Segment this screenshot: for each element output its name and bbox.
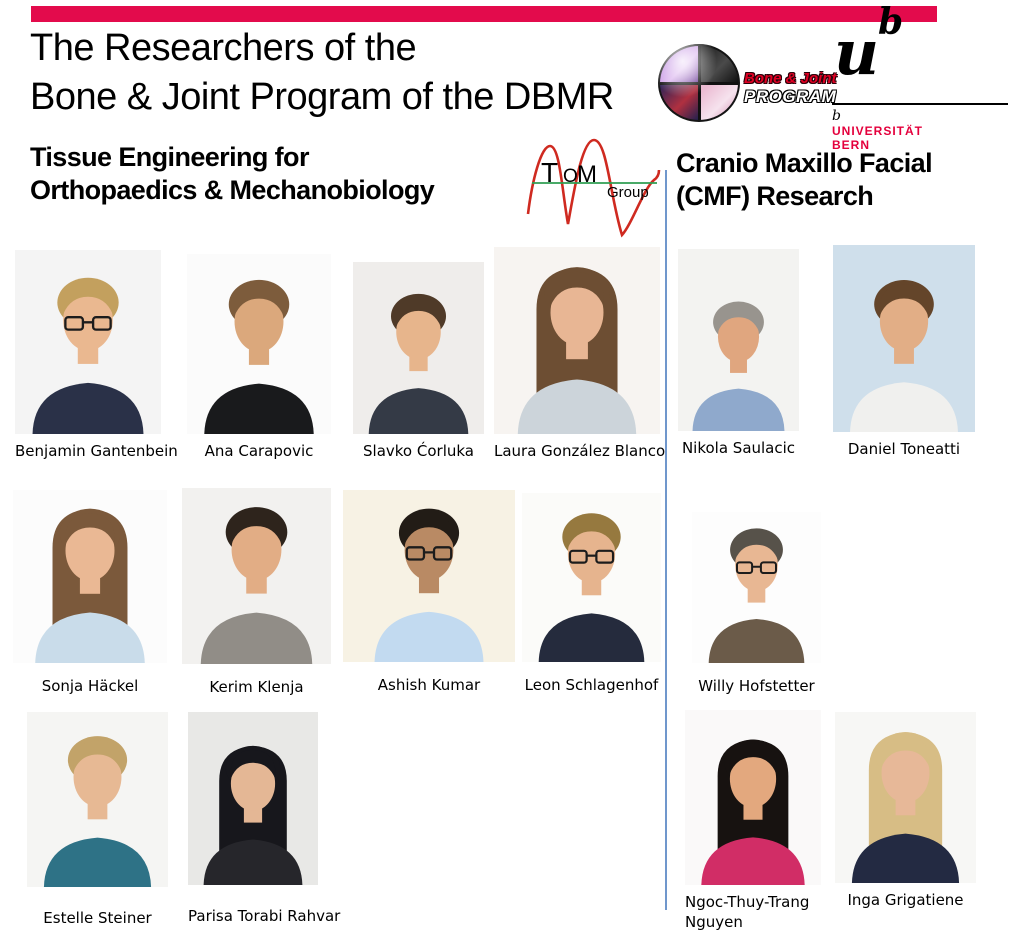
person-name: Daniel Toneatti xyxy=(847,440,961,458)
person-name: Inga Grigatiene xyxy=(847,891,964,909)
person-photo xyxy=(15,250,161,434)
tom-letter-o: O xyxy=(563,166,578,187)
cmf-section-title-line1: Cranio Maxillo Facial xyxy=(676,148,933,178)
person-name: Slavko Ćorluka xyxy=(363,442,474,460)
unibe-b-small: b xyxy=(832,108,841,124)
tom-section-title-line2: Orthopaedics & Mechanobiology xyxy=(30,175,435,205)
person-photo xyxy=(182,488,331,664)
person-name: Ana Carapovic xyxy=(204,442,314,460)
person-name: Parisa Torabi Rahvar xyxy=(188,907,341,925)
bone-joint-program-logo: Bone & Joint PROGRAM xyxy=(658,44,837,124)
person-name: Ngoc-Thuy-Trang Nguyen xyxy=(685,893,810,931)
tom-group-label: Group xyxy=(607,184,649,201)
person-silhouette-icon xyxy=(692,512,821,663)
person-photo xyxy=(522,493,661,662)
bone-joint-logo-text: Bone & Joint PROGRAM xyxy=(744,70,837,107)
university-bern-logo: u b b UNIVERSITÄT BERN xyxy=(832,4,1008,152)
person-photo xyxy=(13,490,167,663)
person-name: Ashish Kumar xyxy=(377,676,481,694)
cmf-section-title: Cranio Maxillo Facial (CMF) Research xyxy=(676,147,933,213)
person-silhouette-icon xyxy=(343,490,515,662)
person-photo xyxy=(678,249,799,431)
person-card: Nikola Saulacic xyxy=(678,249,799,458)
person-name: Willy Hofstetter xyxy=(698,677,815,695)
person-photo xyxy=(343,490,515,662)
person-silhouette-icon xyxy=(685,710,821,885)
person-silhouette-icon xyxy=(678,249,799,431)
person-silhouette-icon xyxy=(188,712,318,885)
person-card: Benjamin Gantenbein xyxy=(15,250,178,461)
person-photo xyxy=(187,254,331,434)
group-divider xyxy=(665,170,667,910)
person-card: Daniel Toneatti xyxy=(833,245,975,459)
cmf-section-title-line2: (CMF) Research xyxy=(676,181,874,211)
person-card: Leon Schlagenhof xyxy=(522,493,661,695)
unibe-divider-line xyxy=(832,103,1008,105)
unibe-universitaet-label: UNIVERSITÄT xyxy=(832,124,924,138)
unibe-bern-label: BERN xyxy=(832,138,871,152)
person-name: Nikola Saulacic xyxy=(681,439,796,457)
tom-section-title: Tissue Engineering for Orthopaedics & Me… xyxy=(30,141,435,207)
person-photo xyxy=(494,247,660,434)
tom-letter-m: M xyxy=(577,161,597,188)
page-title-line1: The Researchers of the xyxy=(30,27,417,69)
person-silhouette-icon xyxy=(13,490,167,663)
page-title-line2: Bone & Joint Program of the DBMR xyxy=(30,76,614,118)
tom-wave-icon xyxy=(526,138,661,238)
person-card: Ashish Kumar xyxy=(343,490,515,695)
person-photo xyxy=(685,710,821,885)
sphere-gloss xyxy=(658,44,740,122)
person-card: Sonja Häckel xyxy=(13,490,167,696)
tom-group-logo: T O M Group xyxy=(526,138,661,238)
person-card: Ana Carapovic xyxy=(187,254,331,461)
person-photo xyxy=(27,712,168,887)
person-card: Estelle Steiner xyxy=(27,712,168,928)
bone-joint-logo-line2: PROGRAM xyxy=(744,87,837,106)
person-silhouette-icon xyxy=(494,247,660,434)
person-photo xyxy=(833,245,975,432)
tom-letter-t: T xyxy=(541,157,558,188)
person-name: Leon Schlagenhof xyxy=(524,676,659,694)
person-silhouette-icon xyxy=(522,493,661,662)
person-card: Kerim Klenja xyxy=(182,488,331,697)
person-silhouette-icon xyxy=(15,250,161,434)
page-title: The Researchers of the Bone & Joint Prog… xyxy=(30,24,614,122)
unibe-b-superscript: b xyxy=(878,1,904,43)
person-card: Slavko Ćorluka xyxy=(353,262,484,461)
tom-section-title-line1: Tissue Engineering for xyxy=(30,142,309,172)
person-card: Parisa Torabi Rahvar xyxy=(188,712,341,926)
person-name: Laura González Blanco xyxy=(494,442,666,460)
person-photo xyxy=(835,712,976,883)
person-silhouette-icon xyxy=(833,245,975,432)
top-accent-bar xyxy=(31,6,937,22)
person-card: Inga Grigatiene xyxy=(835,712,976,910)
bone-joint-logo-line1: Bone & Joint xyxy=(744,70,837,87)
person-name: Estelle Steiner xyxy=(43,909,152,927)
person-silhouette-icon xyxy=(27,712,168,887)
person-silhouette-icon xyxy=(353,262,484,434)
person-silhouette-icon xyxy=(835,712,976,883)
person-silhouette-icon xyxy=(187,254,331,434)
person-card: Ngoc-Thuy-Trang Nguyen xyxy=(685,710,821,932)
person-silhouette-icon xyxy=(182,488,331,664)
person-photo xyxy=(188,712,318,885)
person-name: Kerim Klenja xyxy=(209,678,304,696)
person-photo xyxy=(353,262,484,434)
person-card: Willy Hofstetter xyxy=(692,512,821,696)
person-name: Sonja Häckel xyxy=(41,677,139,695)
person-name: Benjamin Gantenbein xyxy=(15,442,178,460)
person-photo xyxy=(692,512,821,663)
unibe-u-glyph: u xyxy=(834,16,880,89)
person-card: Laura González Blanco xyxy=(494,247,666,461)
